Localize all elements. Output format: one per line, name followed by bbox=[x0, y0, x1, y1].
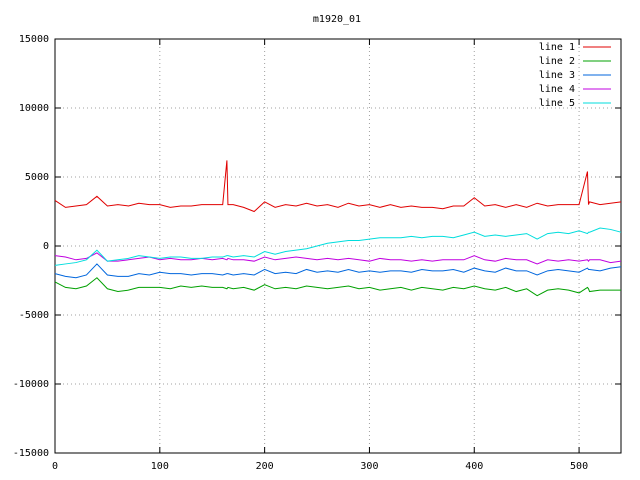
legend-label: line 2 bbox=[539, 56, 575, 67]
y-tick-label: 5000 bbox=[25, 172, 49, 183]
series-line bbox=[54, 227, 622, 266]
legend-label: line 3 bbox=[539, 70, 575, 81]
chart-title: m1920_01 bbox=[313, 14, 361, 25]
series-line bbox=[54, 160, 622, 213]
y-tick-label: -15000 bbox=[13, 448, 49, 459]
y-tick-label: -10000 bbox=[13, 379, 49, 390]
legend-label: line 5 bbox=[539, 98, 575, 109]
x-tick-label: 200 bbox=[256, 461, 274, 472]
x-tick-label: 0 bbox=[52, 461, 58, 472]
series-line bbox=[54, 263, 622, 279]
y-tick-label: -5000 bbox=[19, 310, 49, 321]
x-tick-label: 400 bbox=[465, 461, 483, 472]
x-tick-label: 100 bbox=[151, 461, 169, 472]
x-tick-label: 500 bbox=[570, 461, 588, 472]
x-tick-label: 300 bbox=[360, 461, 378, 472]
series-line bbox=[54, 252, 622, 265]
legend-label: line 1 bbox=[539, 42, 575, 53]
y-tick-label: 0 bbox=[43, 241, 49, 252]
legend-label: line 4 bbox=[539, 84, 575, 95]
y-tick-label: 10000 bbox=[19, 103, 49, 114]
series-line bbox=[54, 277, 621, 297]
y-tick-label: 15000 bbox=[19, 34, 49, 45]
